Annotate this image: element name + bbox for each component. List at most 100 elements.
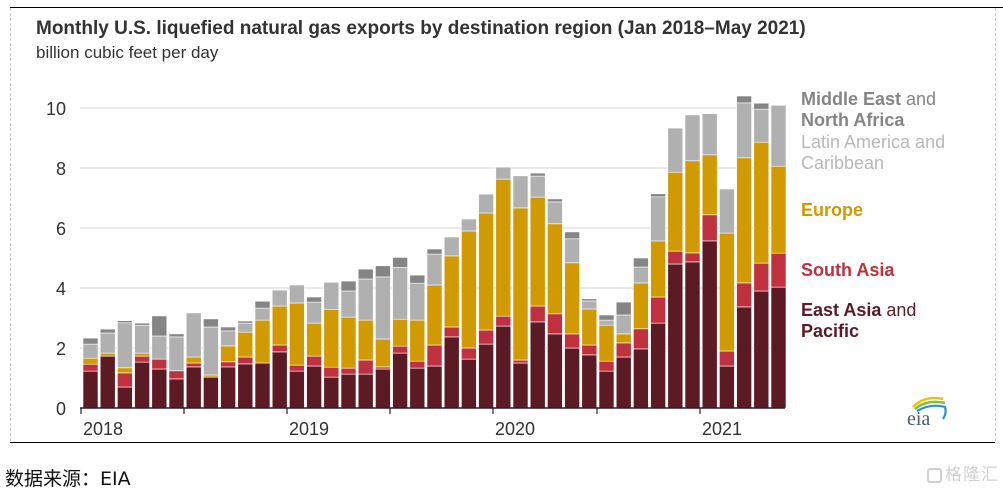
bar-stack xyxy=(289,284,305,409)
bar-segment xyxy=(701,113,718,156)
top-rule xyxy=(10,7,1003,8)
bar-segment xyxy=(598,324,615,362)
bar-segment xyxy=(340,373,357,409)
bar-segment xyxy=(701,214,718,242)
bar-segment xyxy=(220,361,236,368)
bar-segment xyxy=(650,296,666,324)
bar-stack xyxy=(701,113,718,409)
bar-segment xyxy=(340,316,357,369)
bar-segment xyxy=(426,365,443,409)
bar-segment xyxy=(461,358,477,409)
bar-segment xyxy=(151,368,168,409)
bar-segment xyxy=(151,335,168,360)
bar-segment xyxy=(495,325,512,409)
bar-segment xyxy=(736,95,752,104)
bar-segment xyxy=(615,342,632,358)
bar-segment xyxy=(736,282,752,308)
bar-segment xyxy=(564,231,580,240)
bar-segment xyxy=(117,372,133,388)
bar-segment xyxy=(736,306,752,409)
bar-segment xyxy=(684,114,701,162)
bar-segment xyxy=(478,212,494,331)
bar-segment xyxy=(684,160,701,254)
bar-segment xyxy=(375,265,391,278)
bar-segment xyxy=(701,154,718,216)
bar-segment xyxy=(220,326,236,332)
bar-segment xyxy=(117,367,133,374)
y-axis-ticks: 0 2 4 6 8 10 xyxy=(46,99,66,419)
bar-segment xyxy=(151,315,168,337)
bar-segment xyxy=(581,354,598,409)
bar-segment xyxy=(323,366,340,378)
bar-segment xyxy=(271,351,288,409)
bar-segment xyxy=(254,319,271,364)
bar-segment xyxy=(151,358,168,370)
bar-segment xyxy=(753,262,770,292)
bar-segment xyxy=(117,386,133,409)
bar-segment xyxy=(529,305,546,323)
watermark-logo-icon xyxy=(927,468,942,483)
bar-segment xyxy=(529,172,546,177)
bar-segment xyxy=(99,352,116,357)
bar-segment xyxy=(323,281,340,310)
bar-segment xyxy=(443,326,460,338)
bar-stack xyxy=(82,337,99,409)
bar-segment xyxy=(392,318,408,347)
bar-segment xyxy=(289,370,305,409)
bar-stack xyxy=(392,257,408,409)
bar-segment xyxy=(254,307,271,321)
bar-stack xyxy=(409,274,426,409)
bar-segment xyxy=(753,108,770,143)
bar-segment xyxy=(512,359,529,364)
bar-segment xyxy=(547,223,563,315)
bar-segment xyxy=(650,196,666,242)
bar-segment xyxy=(168,336,185,372)
x-axis: 2018 2019 2020 2021 xyxy=(80,407,785,439)
bar-stack xyxy=(254,300,271,409)
eia-logo: eia xyxy=(903,393,949,434)
bar-segment xyxy=(719,350,735,367)
bar-segment xyxy=(547,333,563,409)
bar-segment xyxy=(615,356,632,409)
bar-segment xyxy=(99,332,116,354)
y-tick-label: 0 xyxy=(56,399,66,419)
bar-segment xyxy=(667,127,684,173)
bar-segment xyxy=(633,266,649,284)
bar-segment xyxy=(650,322,666,409)
bar-segment xyxy=(719,232,735,352)
bar-stack xyxy=(443,236,460,409)
bar-segment xyxy=(357,268,374,280)
bar-segment xyxy=(461,347,477,360)
bar-segment xyxy=(306,365,322,409)
bar-segment xyxy=(220,330,236,347)
bar-segment xyxy=(719,365,735,409)
bar-segment xyxy=(168,378,185,409)
bar-segment xyxy=(701,240,718,409)
bar-segment xyxy=(667,263,684,409)
bar-stack xyxy=(203,318,219,409)
bar-stack xyxy=(581,298,598,409)
y-tick-label: 4 xyxy=(56,279,66,299)
bar-segment xyxy=(254,300,271,309)
bar-segment xyxy=(357,373,374,409)
legend-latin-america-caribbean: Latin America and Caribbean xyxy=(801,132,946,173)
bar-stack xyxy=(461,218,477,409)
bar-segment xyxy=(237,322,254,333)
bar-segment xyxy=(357,359,374,375)
bar-segment xyxy=(770,165,787,254)
y-tick-label: 2 xyxy=(56,339,66,359)
bar-segment xyxy=(633,257,649,268)
bar-segment xyxy=(306,322,322,357)
bar-segment xyxy=(426,344,443,367)
bar-stack xyxy=(168,333,185,409)
bar-segment xyxy=(495,166,512,180)
bar-segment xyxy=(237,356,254,365)
y-tick-label: 10 xyxy=(46,99,66,119)
bar-stack xyxy=(134,322,150,409)
bar-segment xyxy=(357,278,374,321)
bar-segment xyxy=(736,102,752,159)
bar-segment xyxy=(203,326,219,376)
bar-segment xyxy=(117,320,133,324)
bar-segment xyxy=(203,374,219,378)
bar-stack xyxy=(323,281,340,409)
